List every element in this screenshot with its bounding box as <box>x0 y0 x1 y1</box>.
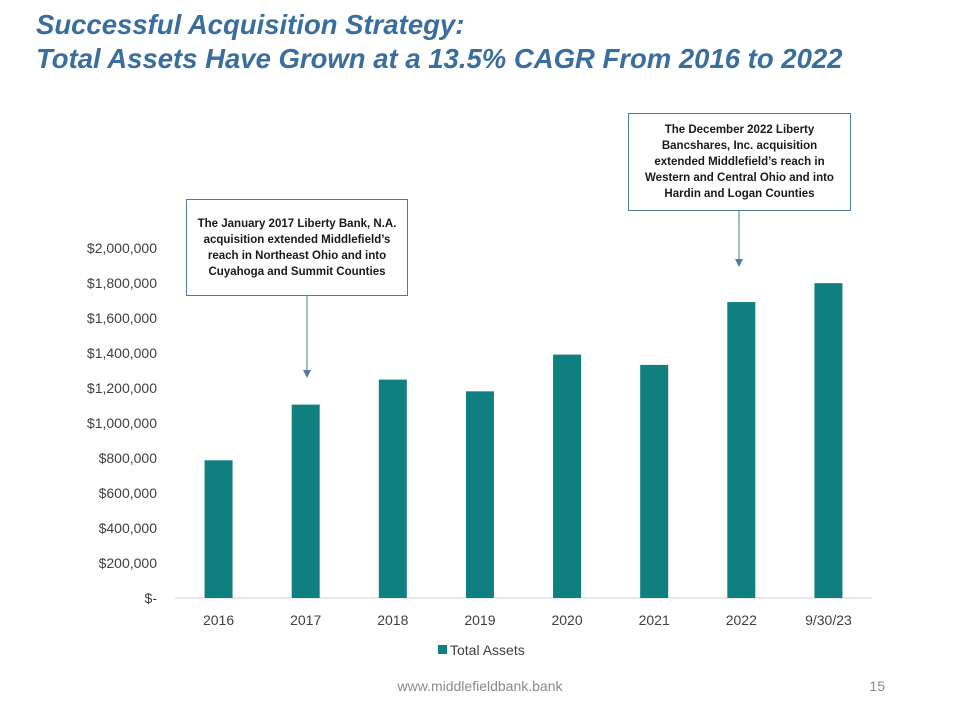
y-tick-label: $1,600,000 <box>87 310 157 326</box>
x-tick-label: 2019 <box>464 612 495 628</box>
bar-2021 <box>640 364 669 598</box>
x-tick-label: 2021 <box>639 612 670 628</box>
bar-2016 <box>204 460 233 598</box>
bar-2022 <box>727 302 756 598</box>
callout-2022-acquisition: The December 2022 Liberty Bancshares, In… <box>628 113 851 211</box>
y-axis-tick-labels: $- $200,000 $400,000 $600,000 $800,000 $1,000… <box>87 240 157 606</box>
legend-swatch <box>438 645 447 654</box>
x-tick-label: 9/30/23 <box>805 612 852 628</box>
callout-2022-arrow <box>735 211 743 267</box>
legend-label: Total Assets <box>450 642 525 658</box>
x-tick-label: 2016 <box>203 612 234 628</box>
x-tick-label: 2022 <box>726 612 757 628</box>
y-tick-label: $400,000 <box>99 520 158 536</box>
legend: Total Assets <box>438 642 525 658</box>
bar-2017 <box>291 404 320 598</box>
slide-title: Successful Acquisition Strategy: Total A… <box>36 8 842 76</box>
bar-2018 <box>378 379 407 598</box>
callout-2017-arrow <box>303 296 311 378</box>
footer-url: www.middlefieldbank.bank <box>397 678 563 694</box>
x-tick-label: 2020 <box>551 612 582 628</box>
callout-2017-acquisition: The January 2017 Liberty Bank, N.A. acqu… <box>186 199 408 296</box>
bar-2019 <box>465 391 494 598</box>
slide-title-line-1: Successful Acquisition Strategy: <box>36 9 465 40</box>
bar-9-30-23 <box>814 283 843 598</box>
bars-group <box>204 283 843 598</box>
y-tick-label: $2,000,000 <box>87 240 157 256</box>
bar-2020 <box>553 354 582 598</box>
y-tick-label: $800,000 <box>99 450 158 466</box>
callout-2022-text: The December 2022 Liberty Bancshares, In… <box>645 124 834 200</box>
y-tick-label: $600,000 <box>99 485 158 501</box>
y-tick-label: $1,000,000 <box>87 415 157 431</box>
y-tick-label: $1,400,000 <box>87 345 157 361</box>
y-tick-label: $1,200,000 <box>87 380 157 396</box>
x-tick-label: 2017 <box>290 612 321 628</box>
y-tick-label: $1,800,000 <box>87 275 157 291</box>
y-tick-label: $- <box>145 590 158 606</box>
y-tick-label: $200,000 <box>99 555 158 571</box>
callout-2017-text: The January 2017 Liberty Bank, N.A. acqu… <box>197 217 397 278</box>
x-axis-tick-labels: 2016 2017 2018 2019 2020 2021 2022 9/30/23 <box>203 612 852 628</box>
page-number: 15 <box>869 678 885 694</box>
x-tick-label: 2018 <box>377 612 408 628</box>
slide-title-line-2: Total Assets Have Grown at a 13.5% CAGR … <box>36 43 843 74</box>
